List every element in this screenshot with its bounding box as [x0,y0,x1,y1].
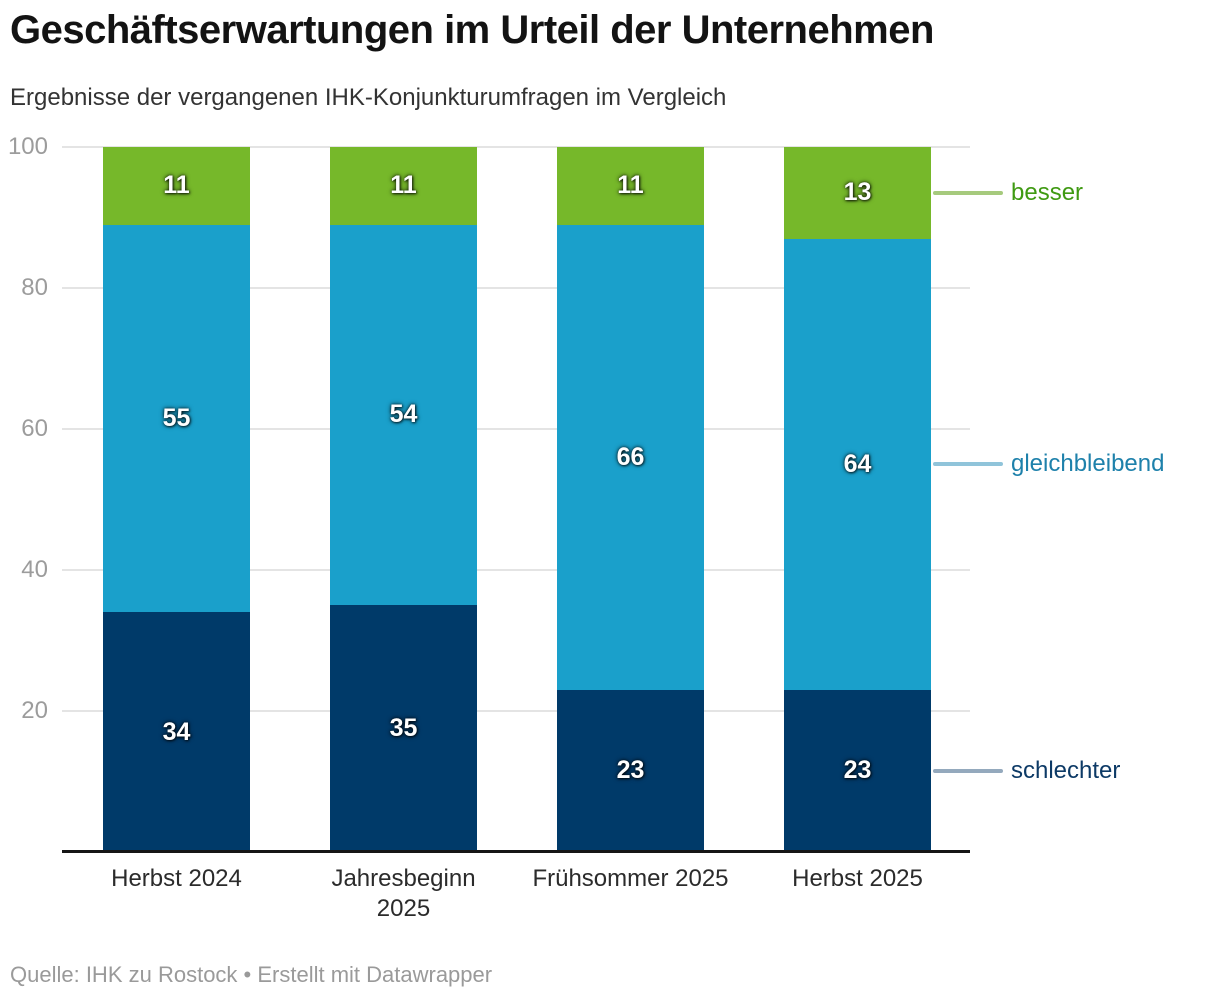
y-tick-label-80: 80 [21,274,48,301]
chart-subtitle: Ergebnisse der vergangenen IHK-Konjunktu… [10,84,727,111]
y-tick-label-60: 60 [21,415,48,442]
value-label-gleichbleibend: 54 [389,400,418,429]
chart-footer-source: Quelle: IHK zu Rostock • Erstellt mit Da… [10,962,493,987]
value-label-gleichbleibend: 55 [162,403,191,432]
y-tick-label-100: 100 [7,133,48,160]
bar-segment-besser: 11 [330,147,477,225]
bar-segment-gleichbleibend: 54 [330,224,477,606]
legend-label-schlechter: schlechter [1011,756,1121,784]
y-tick-label-20: 20 [21,697,48,724]
x-axis-line [62,850,970,853]
bar-segment-gleichbleibend: 55 [103,224,250,613]
value-label-gleichbleibend: 66 [616,442,645,471]
value-label-schlechter: 23 [616,756,645,785]
gridline-60 [62,428,970,430]
gridline-40 [62,569,970,571]
legend-label-gleichbleibend: gleichbleibend [1011,450,1165,478]
x-category-label: Frühsommer 2025 [532,865,729,892]
value-label-schlechter: 23 [843,756,872,785]
legend-connector-besser [933,190,1003,195]
gridline-80 [62,287,970,289]
bar-segment-besser: 13 [784,147,931,239]
bar-segment-gleichbleibend: 66 [557,224,704,690]
value-label-besser: 13 [843,178,872,207]
value-label-besser: 11 [390,171,417,200]
legend-label-besser: besser [1011,178,1084,206]
y-tick-label-40: 40 [21,556,48,583]
value-label-besser: 11 [163,171,190,200]
bar-segment-gleichbleibend: 64 [784,238,931,690]
bar-segment-schlechter: 35 [330,605,477,852]
x-category-label: Jahresbeginn 2025 [331,865,476,922]
x-category-label: Herbst 2025 [792,865,923,892]
bar-segment-schlechter: 23 [557,689,704,852]
value-label-gleichbleibend: 64 [843,449,872,478]
chart-title: Geschäftserwartungen im Urteil der Unter… [10,8,934,52]
bar-segment-schlechter: 34 [103,612,250,852]
value-label-schlechter: 35 [389,714,418,743]
gridline-100 [62,146,970,148]
gridline-20 [62,710,970,712]
bar-segment-besser: 11 [557,147,704,225]
legend-connector-gleichbleibend [933,462,1003,467]
value-label-besser: 11 [617,171,644,200]
bar-segment-schlechter: 23 [784,689,931,852]
legend-connector-schlechter [933,768,1003,773]
x-category-label: Herbst 2024 [111,865,242,892]
bar-segment-besser: 11 [103,147,250,225]
value-label-schlechter: 34 [162,717,191,746]
